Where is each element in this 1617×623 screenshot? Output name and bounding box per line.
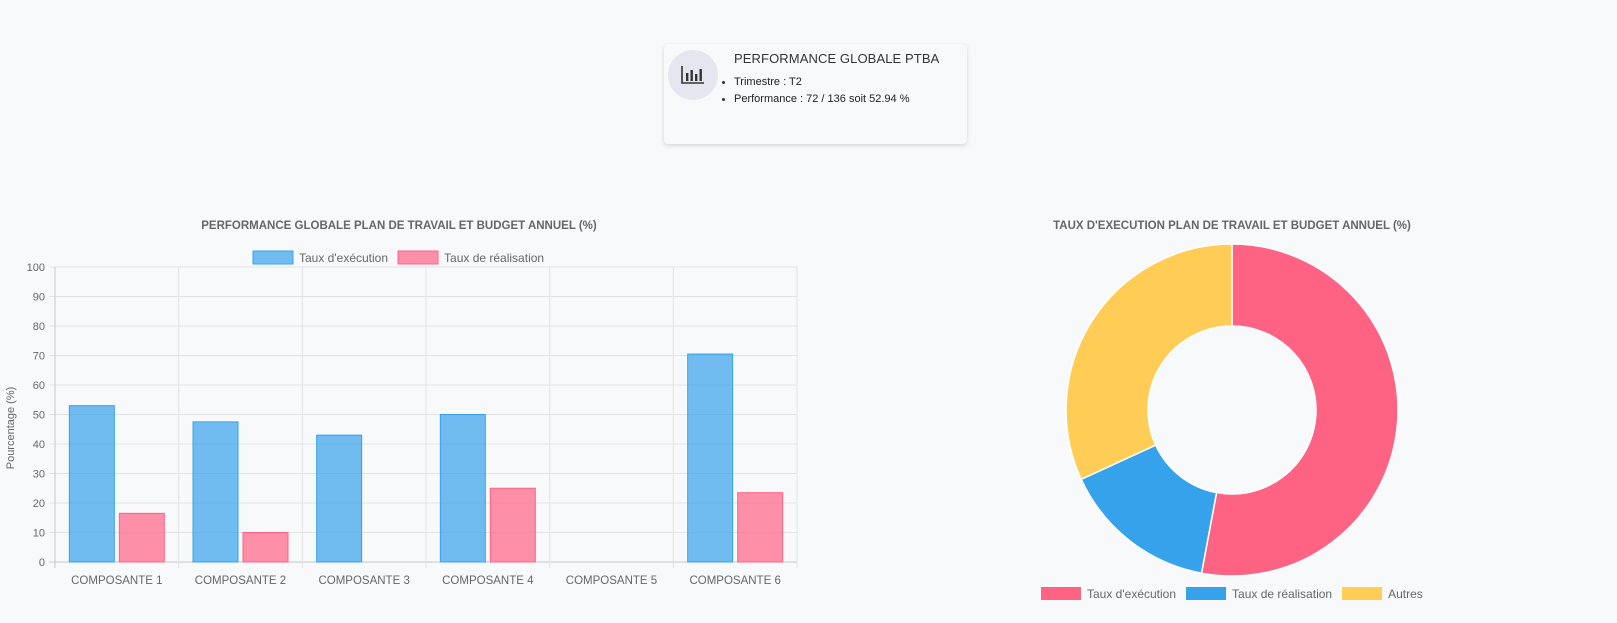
legend-label: Taux de réalisation xyxy=(444,251,544,265)
card-title: PERFORMANCE GLOBALE PTBA xyxy=(734,51,940,66)
card-quarter: Trimestre : T2 xyxy=(722,74,910,91)
donut-chart-slices xyxy=(1065,243,1399,577)
y-tick-label: 60 xyxy=(33,380,45,392)
legend-swatch xyxy=(1186,587,1227,600)
bar-chart-title: PERFORMANCE GLOBALE PLAN DE TRAVAIL ET B… xyxy=(201,220,597,232)
y-tick-label: 90 xyxy=(33,292,45,304)
y-tick-label: 80 xyxy=(33,321,45,333)
bar xyxy=(118,512,165,563)
x-tick-label: COMPOSANTE 3 xyxy=(318,575,409,587)
x-tick-label: COMPOSANTE 2 xyxy=(195,575,286,587)
donut-chart-legend: Taux d'exécution Taux de réalisation Autre… xyxy=(1041,587,1423,601)
bar-chart-icon xyxy=(668,50,718,100)
bar-chart-legend: Taux d'exécution Taux de réalisation xyxy=(252,250,544,265)
card-performance: Performance : 72 / 136 soit 52.94 % xyxy=(722,91,910,108)
x-tick-label: COMPOSANTE 4 xyxy=(442,575,534,587)
donut-slice xyxy=(1065,243,1233,481)
donut-slice xyxy=(1200,243,1399,577)
y-tick-label: 0 xyxy=(39,557,45,569)
y-tick-label: 70 xyxy=(33,351,45,363)
bar xyxy=(737,492,784,563)
x-tick-label: COMPOSANTE 6 xyxy=(689,575,780,587)
legend-swatch xyxy=(1041,587,1081,600)
y-tick-label: 100 xyxy=(27,262,45,274)
bar xyxy=(489,487,536,563)
y-tick-label: 20 xyxy=(33,498,45,510)
bar-chart: PERFORMANCE GLOBALE PLAN DE TRAVAIL ET B… xyxy=(5,220,798,587)
bar-chart-ylabel: Pourcentage (%) xyxy=(5,387,17,470)
donut-chart-title: TAUX D'EXECUTION PLAN DE TRAVAIL ET BUDG… xyxy=(1053,220,1411,232)
bar xyxy=(68,405,115,563)
bar xyxy=(687,353,734,563)
legend-swatch xyxy=(397,250,439,265)
legend-label: Taux d'exécution xyxy=(1087,587,1176,601)
legend-swatch xyxy=(1342,587,1383,600)
legend-label: Taux de réalisation xyxy=(1232,587,1332,601)
y-tick-label: 40 xyxy=(33,439,45,451)
donut-chart: TAUX D'EXECUTION PLAN DE TRAVAIL ET BUDG… xyxy=(1041,220,1423,601)
y-tick-label: 10 xyxy=(33,528,45,540)
x-tick-label: COMPOSANTE 5 xyxy=(566,575,657,587)
y-tick-label: 30 xyxy=(33,469,45,481)
y-tick-label: 50 xyxy=(33,410,45,422)
bar xyxy=(242,532,289,563)
x-tick-label: COMPOSANTE 1 xyxy=(71,575,162,587)
legend-swatch xyxy=(252,250,294,265)
bar-chart-bars xyxy=(68,353,784,563)
bar xyxy=(192,421,239,563)
card-details: Trimestre : T2 Performance : 72 / 136 so… xyxy=(722,74,910,108)
legend-label: Taux d'exécution xyxy=(299,251,388,265)
bar xyxy=(439,414,486,563)
summary-card: PERFORMANCE GLOBALE PTBA Trimestre : T2 … xyxy=(664,44,967,144)
legend-label: Autres xyxy=(1388,587,1423,601)
bar xyxy=(316,434,363,563)
bar-chart-grid: 0 10 20 30 40 50 60 70 80 90 100 COMPOSANTE 1 COMPOS… xyxy=(27,262,798,587)
